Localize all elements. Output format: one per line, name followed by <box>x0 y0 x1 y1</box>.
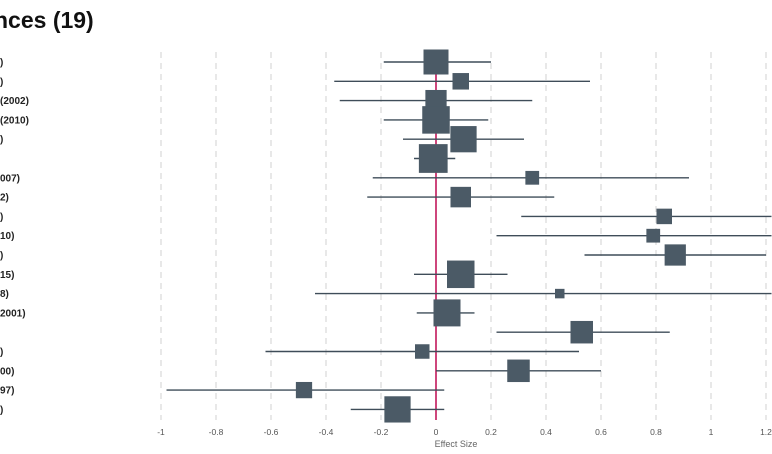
study-label: ) <box>0 347 3 358</box>
study-labels: )) (2002) (2010)) 007) 2)) 10)) 15) 8) 2001)) 00… <box>0 58 29 416</box>
x-tick-label: -0.6 <box>264 427 279 437</box>
effect-marker <box>507 359 530 383</box>
study-label: ) <box>0 405 3 416</box>
x-tick-label: 0.8 <box>650 427 662 437</box>
effect-marker <box>452 73 469 90</box>
x-axis-title: Effect Size <box>435 439 478 449</box>
x-tick-label: -1 <box>157 427 165 437</box>
study-label: 2001) <box>0 308 26 319</box>
x-tick-label: 0 <box>434 427 439 437</box>
effect-marker <box>415 344 430 359</box>
effect-marker <box>646 228 661 243</box>
study-label: 007) <box>0 173 20 184</box>
effect-marker <box>664 244 686 266</box>
effect-marker <box>295 381 313 399</box>
study-label: (2010) <box>0 115 29 126</box>
study-label: ) <box>0 212 3 223</box>
x-tick-label: -0.4 <box>319 427 334 437</box>
effect-marker <box>422 106 450 134</box>
effect-marker <box>433 299 461 327</box>
page-title: nces (19) <box>0 7 94 33</box>
x-tick-label: 0.2 <box>485 427 497 437</box>
study-label: ) <box>0 251 3 262</box>
x-axis-ticks: -1 -0.8 -0.6 -0.4 -0.2 0 0.2 0.4 0.6 0.8 1 1.2 <box>157 427 772 437</box>
x-tick-label: 0.4 <box>540 427 552 437</box>
study-label: 97) <box>0 386 14 397</box>
effect-markers <box>295 49 686 423</box>
x-tick-label: -0.8 <box>209 427 224 437</box>
effect-marker <box>447 260 475 289</box>
effect-marker <box>570 320 593 344</box>
effect-marker <box>450 126 477 153</box>
effect-marker <box>555 288 565 299</box>
effect-marker <box>384 396 411 423</box>
effect-marker <box>450 186 471 208</box>
x-tick-label: 1.2 <box>760 427 772 437</box>
x-tick-label: 1 <box>709 427 714 437</box>
study-label: (2002) <box>0 96 29 107</box>
effect-marker <box>418 144 448 173</box>
study-label: 8) <box>0 289 9 300</box>
study-label: 10) <box>0 231 14 242</box>
effect-marker <box>423 49 449 75</box>
confidence-intervals <box>166 61 772 411</box>
study-label: ) <box>0 135 3 146</box>
effect-marker <box>656 208 672 225</box>
effect-marker <box>425 89 447 112</box>
x-tick-label: -0.2 <box>374 427 389 437</box>
effect-marker <box>525 170 540 185</box>
x-tick-label: 0.6 <box>595 427 607 437</box>
study-label: ) <box>0 77 3 88</box>
study-label: 15) <box>0 270 14 281</box>
study-label: 00) <box>0 366 14 377</box>
study-label: 2) <box>0 193 9 204</box>
study-label: ) <box>0 58 3 69</box>
